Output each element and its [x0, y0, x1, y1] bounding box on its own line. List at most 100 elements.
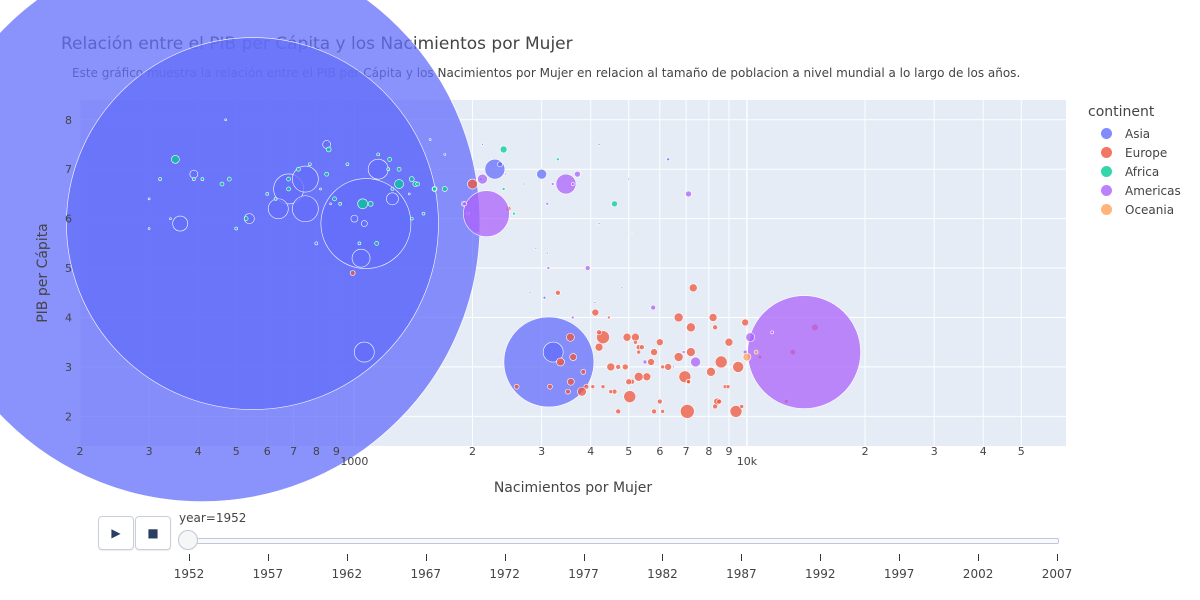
data-point[interactable]	[169, 217, 172, 220]
data-point[interactable]	[583, 383, 590, 390]
data-point[interactable]	[615, 408, 621, 415]
data-point[interactable]	[314, 241, 319, 246]
legend-item-americas[interactable]: Americas	[1088, 181, 1181, 200]
data-point[interactable]	[292, 195, 319, 223]
data-point[interactable]	[631, 232, 633, 235]
data-point[interactable]	[647, 358, 655, 366]
data-point[interactable]	[745, 332, 756, 343]
data-point[interactable]	[200, 177, 205, 181]
data-point[interactable]	[680, 404, 695, 419]
slider-year-label[interactable]: 1992	[804, 567, 836, 581]
data-point[interactable]	[545, 251, 549, 255]
data-point[interactable]	[226, 176, 232, 182]
data-point[interactable]	[623, 390, 637, 403]
data-point[interactable]	[243, 216, 249, 221]
data-point[interactable]	[409, 216, 414, 221]
data-point[interactable]	[550, 182, 555, 186]
legend-item-oceania[interactable]: Oceania	[1088, 200, 1181, 219]
data-point[interactable]	[657, 398, 663, 405]
data-point[interactable]	[481, 143, 484, 146]
data-point[interactable]	[685, 190, 692, 198]
data-point[interactable]	[584, 265, 591, 271]
data-point[interactable]	[686, 379, 691, 385]
data-point[interactable]	[622, 332, 632, 342]
data-point[interactable]	[639, 344, 645, 350]
slider-year-label[interactable]: 1967	[410, 567, 441, 581]
data-point[interactable]	[556, 357, 565, 367]
data-point[interactable]	[286, 186, 291, 192]
data-point[interactable]	[386, 192, 399, 206]
data-point[interactable]	[545, 202, 550, 206]
data-point[interactable]	[513, 383, 520, 390]
data-point[interactable]	[725, 384, 731, 389]
data-point[interactable]	[555, 173, 577, 195]
data-point[interactable]	[421, 211, 426, 216]
data-point[interactable]	[224, 118, 227, 122]
data-point[interactable]	[528, 291, 532, 295]
slider-year-label[interactable]: 2007	[1041, 567, 1073, 581]
data-point[interactable]	[512, 211, 516, 216]
data-point[interactable]	[219, 181, 225, 187]
data-point[interactable]	[374, 241, 380, 246]
data-point[interactable]	[324, 171, 329, 177]
data-point[interactable]	[570, 182, 575, 186]
data-point[interactable]	[666, 157, 670, 162]
data-point[interactable]	[577, 386, 587, 397]
data-point[interactable]	[394, 179, 404, 189]
data-point[interactable]	[234, 226, 239, 231]
data-point[interactable]	[354, 341, 375, 363]
data-point[interactable]	[147, 227, 151, 230]
data-point[interactable]	[712, 324, 718, 331]
data-point[interactable]	[747, 295, 861, 409]
data-point[interactable]	[319, 187, 322, 191]
data-point[interactable]	[415, 181, 421, 187]
data-point[interactable]	[66, 37, 439, 410]
data-point[interactable]	[621, 363, 629, 371]
data-point[interactable]	[596, 329, 602, 336]
data-point[interactable]	[607, 315, 611, 320]
data-point[interactable]	[712, 403, 718, 410]
legend-item-asia[interactable]: Asia	[1088, 124, 1181, 143]
data-point[interactable]	[570, 315, 575, 320]
data-point[interactable]	[292, 165, 319, 193]
data-point[interactable]	[332, 196, 337, 202]
slider-year-label[interactable]: 1987	[726, 567, 757, 581]
data-point[interactable]	[357, 241, 362, 246]
data-point[interactable]	[686, 322, 696, 333]
data-point[interactable]	[770, 330, 775, 335]
data-point[interactable]	[593, 301, 597, 304]
data-point[interactable]	[172, 215, 189, 232]
data-point[interactable]	[325, 146, 332, 153]
data-point[interactable]	[590, 384, 596, 389]
data-point[interactable]	[742, 352, 752, 362]
data-point[interactable]	[273, 197, 278, 201]
data-point[interactable]	[708, 313, 718, 322]
data-point[interactable]	[650, 348, 658, 356]
data-point[interactable]	[351, 248, 371, 268]
data-point[interactable]	[522, 182, 525, 186]
data-point[interactable]	[716, 398, 722, 405]
data-point[interactable]	[338, 202, 342, 206]
data-point[interactable]	[547, 383, 553, 390]
data-point[interactable]	[597, 143, 601, 146]
data-point[interactable]	[542, 341, 564, 363]
data-point[interactable]	[591, 308, 600, 317]
data-point[interactable]	[620, 286, 624, 290]
data-point[interactable]	[349, 270, 356, 276]
data-point[interactable]	[407, 192, 411, 196]
data-point[interactable]	[534, 246, 538, 250]
data-point[interactable]	[569, 353, 578, 361]
data-point[interactable]	[608, 389, 614, 394]
data-point[interactable]	[171, 155, 180, 164]
data-point[interactable]	[267, 198, 289, 220]
slider-year-label[interactable]: 1997	[883, 567, 915, 581]
slider-year-label[interactable]: 1982	[647, 567, 678, 581]
legend-item-africa[interactable]: Africa	[1088, 162, 1181, 181]
data-point[interactable]	[396, 166, 402, 172]
data-point[interactable]	[501, 187, 506, 191]
data-point[interactable]	[594, 342, 604, 352]
data-point[interactable]	[147, 197, 151, 201]
data-point[interactable]	[660, 364, 665, 370]
data-point[interactable]	[546, 266, 551, 270]
data-point[interactable]	[686, 347, 696, 357]
